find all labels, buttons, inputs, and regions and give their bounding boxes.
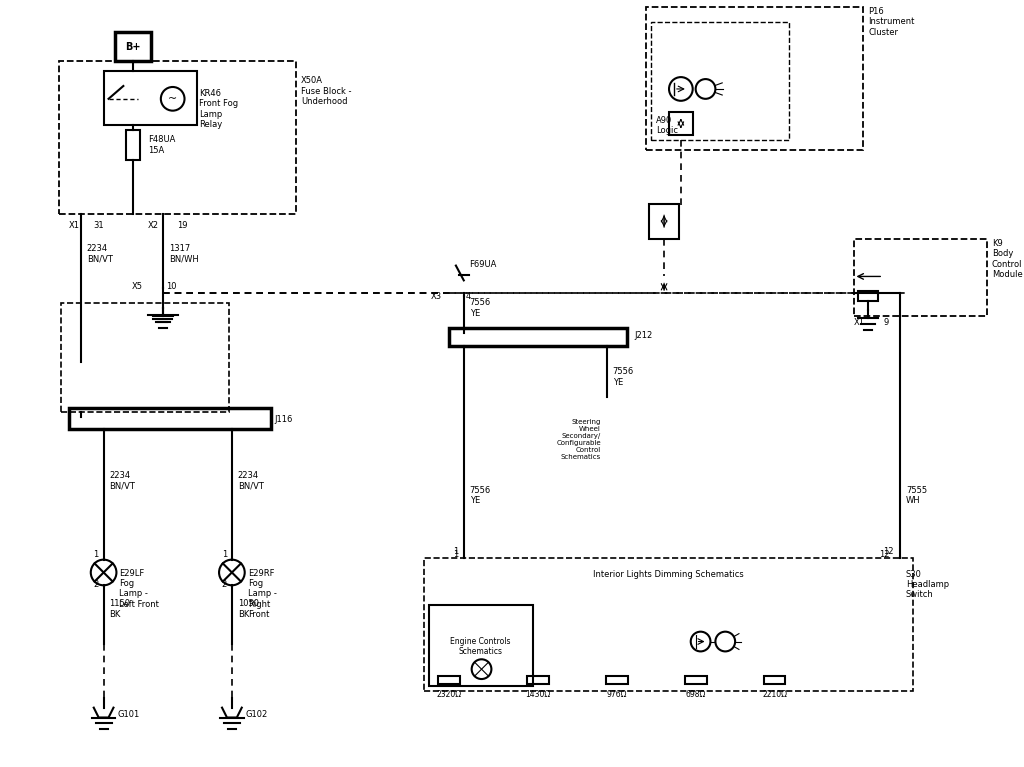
Bar [527,676,549,684]
Bar [764,676,785,684]
Bar [606,676,628,684]
Text: X2: X2 [147,221,159,230]
Text: B+: B+ [126,41,141,51]
Text: 1430Ω: 1430Ω [525,690,551,699]
Text: 976Ω: 976Ω [606,690,627,699]
Bar [59,61,296,214]
Text: G102: G102 [246,710,268,719]
Text: 9: 9 [883,318,889,327]
Bar [438,676,460,684]
Text: 2234
BN/VT: 2234 BN/VT [87,244,113,263]
Text: X1: X1 [854,318,864,327]
Bar [61,303,229,412]
Text: 2: 2 [93,580,98,589]
Bar [424,558,912,691]
Text: F69UA: F69UA [469,259,496,268]
Bar [449,328,627,345]
Text: F48UA
15A: F48UA 15A [148,136,175,155]
Text: X3: X3 [431,291,442,301]
Text: 12: 12 [880,550,890,559]
Text: Steering
Wheel
Secondary/
Configurable
Control
Schematics: Steering Wheel Secondary/ Configurable C… [556,419,601,459]
Text: E29RF
Fog
Lamp -
Right
Front: E29RF Fog Lamp - Right Front [248,568,276,619]
Text: 7555
WH: 7555 WH [906,486,927,505]
Text: ~: ~ [168,94,177,104]
Text: Interior Lights Dimming Schematics: Interior Lights Dimming Schematics [593,570,743,578]
Text: E29LF
Fog
Lamp -
Left Front: E29LF Fog Lamp - Left Front [120,568,160,609]
Text: X1: X1 [69,221,80,230]
Bar [669,112,692,135]
Text: X5: X5 [132,281,143,291]
Text: KR46
Front Fog
Lamp
Relay: KR46 Front Fog Lamp Relay [200,89,239,129]
Text: J212: J212 [635,331,652,340]
Text: 1: 1 [453,547,458,555]
Text: 2320Ω: 2320Ω [436,690,462,699]
Text: 1: 1 [453,550,458,559]
Text: 7556
YE: 7556 YE [470,298,490,318]
Text: A90
Logic: A90 Logic [656,116,678,135]
Text: 31: 31 [93,221,104,230]
Bar [651,21,790,140]
Bar [126,130,140,160]
Bar [858,291,879,301]
Bar [116,31,151,61]
Text: 1: 1 [222,550,227,559]
Bar [429,605,532,686]
Text: P16
Instrument
Cluster: P16 Instrument Cluster [868,7,914,37]
Text: 7556
YE: 7556 YE [612,367,634,387]
Bar [649,204,679,239]
Text: 2234
BN/VT: 2234 BN/VT [238,471,264,490]
Text: X50A
Fuse Block -
Underhood: X50A Fuse Block - Underhood [301,76,351,106]
Text: Engine Controls
Schematics: Engine Controls Schematics [451,637,511,656]
Text: 2234
BN/VT: 2234 BN/VT [110,471,135,490]
Text: 1050
BK: 1050 BK [238,599,259,619]
Text: 2210Ω: 2210Ω [762,690,787,699]
Bar [854,239,987,316]
Text: 2: 2 [222,580,227,589]
Text: 1150
BK: 1150 BK [110,599,130,619]
Text: G101: G101 [118,710,139,719]
Text: 698Ω: 698Ω [685,690,706,699]
Text: 1317
BN/WH: 1317 BN/WH [169,244,199,263]
Text: 10: 10 [166,281,176,291]
Text: J116: J116 [274,415,293,424]
Text: K9
Body
Control
Module: K9 Body Control Module [991,239,1022,279]
Text: S30
Headlamp
Switch: S30 Headlamp Switch [906,570,949,599]
Text: 12: 12 [884,547,894,555]
Text: 19: 19 [177,221,187,230]
Bar [103,71,198,126]
Text: 7556
YE: 7556 YE [470,486,490,505]
Text: 4: 4 [466,291,471,301]
Text: 1: 1 [93,550,98,559]
Bar [69,408,271,430]
Bar [685,676,707,684]
Bar [646,7,863,150]
